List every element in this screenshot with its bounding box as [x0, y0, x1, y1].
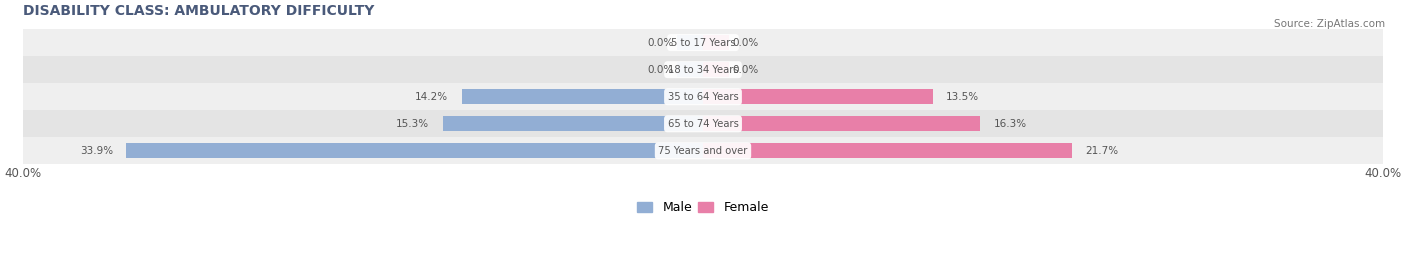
Bar	[22, 56, 1384, 83]
Text: 5 to 17 Years: 5 to 17 Years	[671, 38, 735, 48]
Bar	[22, 29, 1384, 56]
Text: Source: ZipAtlas.com: Source: ZipAtlas.com	[1274, 19, 1385, 29]
Text: 0.0%: 0.0%	[733, 65, 758, 75]
Text: 33.9%: 33.9%	[80, 146, 112, 156]
Legend: Male, Female: Male, Female	[633, 196, 773, 219]
Bar	[678, 35, 703, 50]
Text: 35 to 64 Years: 35 to 64 Years	[668, 92, 738, 102]
Text: 0.0%: 0.0%	[733, 38, 758, 48]
Bar	[703, 35, 728, 50]
Text: 18 to 34 Years: 18 to 34 Years	[668, 65, 738, 75]
Bar	[703, 116, 980, 131]
Bar	[461, 89, 703, 104]
Bar	[678, 62, 703, 77]
Bar	[22, 83, 1384, 110]
Bar	[703, 62, 728, 77]
Bar	[703, 143, 1071, 158]
Text: 0.0%: 0.0%	[648, 65, 673, 75]
Text: 0.0%: 0.0%	[648, 38, 673, 48]
Bar	[22, 137, 1384, 164]
Text: 21.7%: 21.7%	[1085, 146, 1119, 156]
Bar	[443, 116, 703, 131]
Text: 65 to 74 Years: 65 to 74 Years	[668, 119, 738, 129]
Bar	[22, 110, 1384, 137]
Bar	[127, 143, 703, 158]
Text: 13.5%: 13.5%	[946, 92, 980, 102]
Text: DISABILITY CLASS: AMBULATORY DIFFICULTY: DISABILITY CLASS: AMBULATORY DIFFICULTY	[22, 4, 374, 18]
Text: 14.2%: 14.2%	[415, 92, 449, 102]
Text: 75 Years and over: 75 Years and over	[658, 146, 748, 156]
Text: 16.3%: 16.3%	[994, 119, 1026, 129]
Bar	[703, 89, 932, 104]
Text: 15.3%: 15.3%	[396, 119, 429, 129]
